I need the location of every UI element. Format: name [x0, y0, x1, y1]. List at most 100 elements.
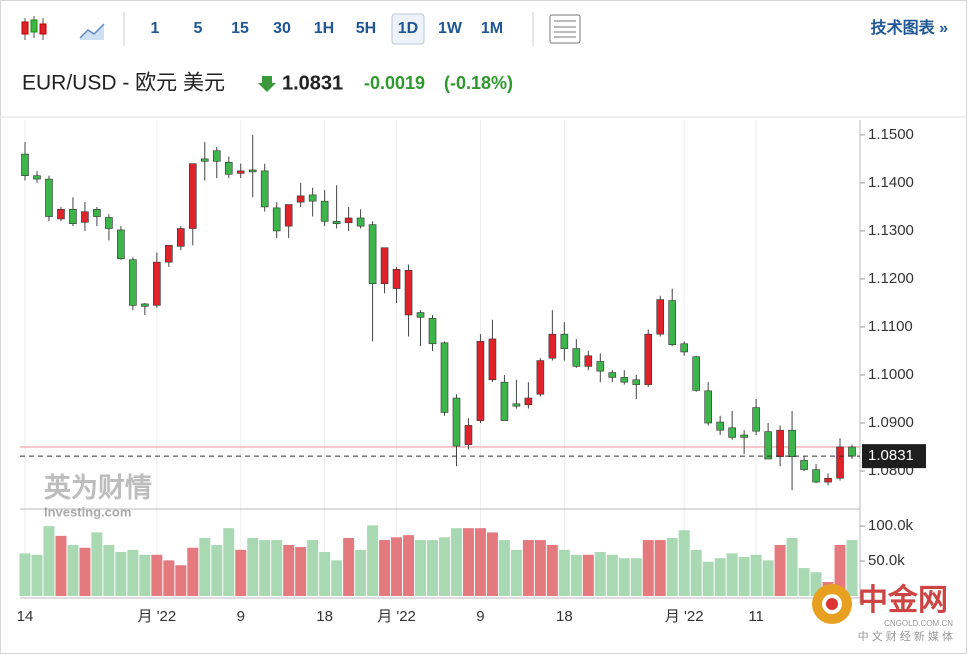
candle-body	[500, 381, 509, 421]
candle-body	[524, 397, 533, 406]
volume-bar	[259, 540, 271, 596]
volume-bar	[91, 532, 103, 596]
candle-body	[608, 372, 617, 378]
site-name: 中金网	[858, 583, 948, 617]
interval-button[interactable]: 1M	[481, 20, 503, 37]
volume-bar	[43, 526, 55, 596]
y-tick-label: 1.1400	[868, 174, 914, 191]
y-tick-label: 1.1200	[868, 270, 914, 287]
candle-body	[177, 228, 185, 247]
candle-body	[464, 425, 473, 445]
interval-button[interactable]: 5H	[356, 20, 376, 37]
volume-bar	[810, 572, 822, 596]
candle-body	[320, 200, 329, 222]
candle-body	[392, 269, 401, 289]
volume-bar	[666, 537, 678, 596]
x-tick-label: 月 '22	[377, 608, 416, 625]
interval-button[interactable]: 30	[273, 20, 291, 37]
y-tick-label: 1.1500	[868, 126, 914, 143]
volume-bar	[31, 554, 43, 596]
line-icon[interactable]	[79, 23, 105, 40]
candle-body	[440, 342, 449, 413]
volume-bar	[690, 549, 702, 596]
candle-body	[57, 209, 65, 220]
x-tick-label: 月 '22	[665, 608, 704, 625]
candle-body	[476, 341, 485, 421]
candle-body	[81, 211, 89, 223]
site-sub: 中 文 财 经 新 媒 体	[858, 629, 953, 643]
volume-bar	[367, 525, 379, 596]
y-tick-label: 1.0900	[868, 414, 914, 431]
candle-body	[572, 348, 581, 367]
volume-bar	[175, 565, 187, 596]
watermark-brand-sub: Investing.com	[44, 504, 131, 519]
candle-body	[272, 207, 281, 232]
last-price-label: 1.0831	[868, 447, 914, 464]
volume-bar	[498, 540, 510, 596]
candle-icon[interactable]	[21, 16, 47, 40]
candle-body	[536, 360, 545, 395]
volume-bar	[55, 535, 67, 596]
plot: 14 月 '22 9 18 月 '22 9 18 月 '22 11 1.1500 1.1400 1.1…	[17, 120, 926, 625]
volume-bar	[343, 537, 355, 596]
candle-body	[404, 270, 413, 316]
candle-body	[380, 247, 389, 285]
instrument-name: EUR/USD - 欧元 美元	[22, 72, 225, 95]
volume-bar	[127, 549, 139, 596]
interval-button[interactable]: 1D	[398, 20, 418, 37]
candle-body	[165, 245, 173, 263]
volume-bar	[846, 540, 858, 596]
volume-bar	[570, 554, 582, 596]
candle-body	[668, 300, 677, 346]
volume-bar	[139, 554, 151, 596]
x-tick-label: 18	[316, 608, 333, 625]
candle-body	[33, 175, 41, 180]
candle-body	[212, 150, 221, 162]
volume-tick-label: 100.0k	[868, 517, 914, 534]
last-price-tag	[862, 444, 926, 469]
volume-bar	[630, 558, 642, 596]
x-tick-label: 18	[556, 608, 573, 625]
candle-body	[680, 343, 689, 353]
candle-body	[824, 477, 832, 483]
volume-bar	[714, 558, 726, 596]
volume-bar	[319, 551, 331, 596]
volume-bar	[798, 568, 810, 596]
volume-bar	[486, 532, 498, 596]
x-tick-label: 11	[748, 608, 764, 625]
volume-bar	[67, 544, 79, 596]
candle-body	[800, 460, 808, 470]
volume-bar	[115, 551, 127, 596]
candle-body	[224, 161, 233, 175]
volume-bar	[642, 540, 654, 596]
volume-bar	[199, 537, 211, 596]
interval-button[interactable]: 1W	[438, 20, 463, 37]
candle-body	[117, 229, 125, 260]
interval-button[interactable]: 5	[194, 20, 203, 37]
interval-button[interactable]: 1H	[314, 20, 334, 37]
volume-bar	[19, 553, 31, 596]
technical-chart-link[interactable]: 技术图表 »	[871, 18, 948, 37]
table-icon[interactable]	[549, 14, 581, 44]
candle-body	[560, 333, 569, 349]
volume-bar	[403, 535, 415, 596]
candle-body	[296, 195, 305, 203]
interval-button[interactable]: 15	[231, 20, 249, 37]
candle-body	[548, 333, 557, 359]
volume-bar	[379, 540, 391, 596]
candle-body	[752, 407, 760, 432]
candle-body	[836, 446, 844, 479]
volume-bar	[762, 560, 774, 596]
volume-bar	[738, 556, 750, 596]
candle-body	[692, 356, 700, 391]
candle-body	[716, 421, 724, 431]
volume-bar	[702, 561, 714, 596]
volume-bar	[391, 537, 403, 596]
candle-body	[21, 153, 29, 177]
candle-body	[428, 318, 437, 345]
candle-body	[632, 379, 641, 385]
candle-body	[620, 377, 629, 383]
candle-body	[344, 217, 353, 224]
interval-button[interactable]: 1	[151, 20, 160, 37]
volume-bar	[307, 540, 319, 596]
